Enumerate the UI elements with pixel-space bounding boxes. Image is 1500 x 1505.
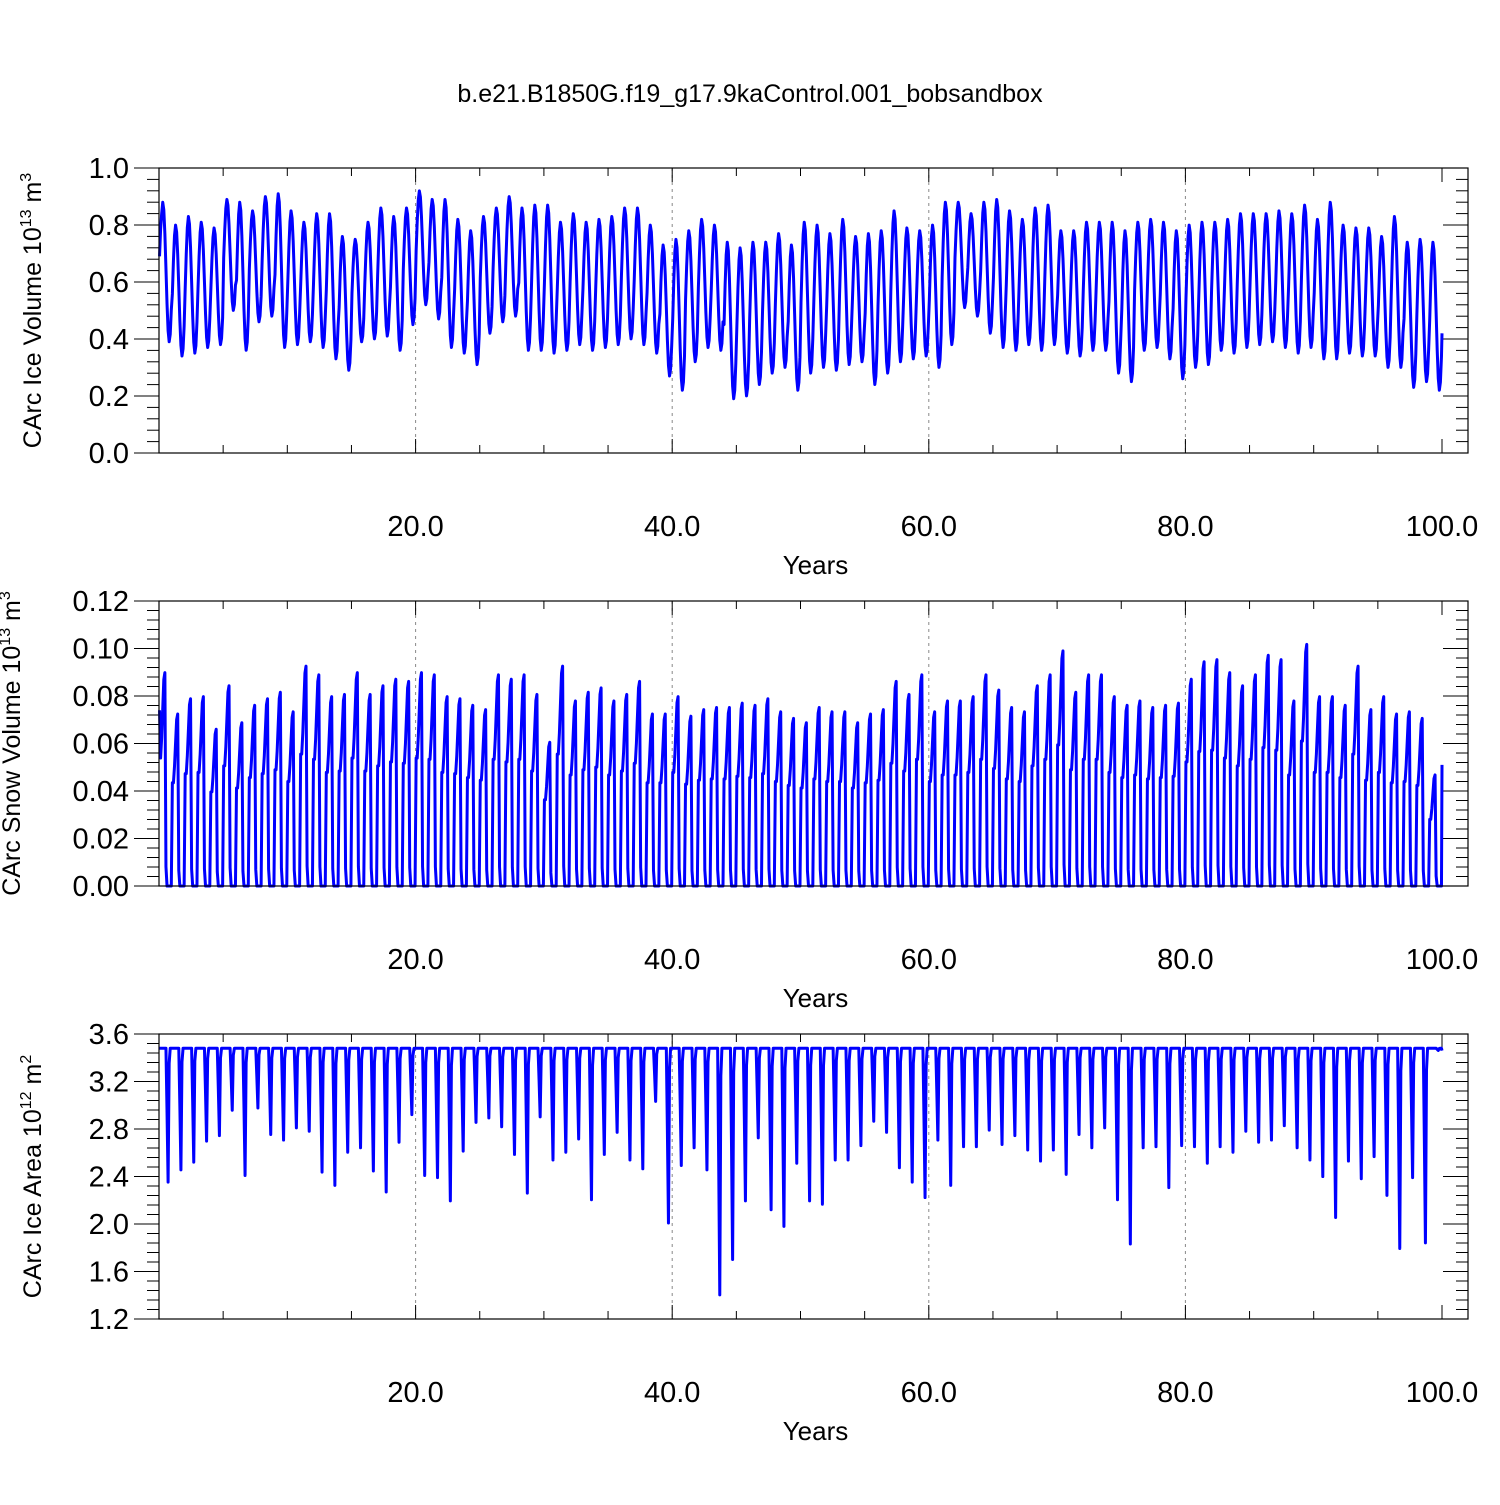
x-axis-label: Years (783, 983, 849, 1013)
y-tick-label: 0.8 (89, 210, 129, 242)
data-series-line (159, 1046, 1444, 1297)
x-tick-label: 60.0 (901, 944, 957, 976)
y-tick-label: 2.0 (89, 1209, 129, 1241)
y-tick-label: 2.4 (89, 1162, 129, 1194)
x-tick-label: 80.0 (1157, 1377, 1213, 1409)
y-tick-label: 0.02 (73, 824, 129, 856)
chart-panel-2: 0.00 0.02 0.04 0.06 0.08 0.10 0.12 20.0 40.0 60.0… (0, 586, 1478, 1013)
y-tick-label: 3.6 (89, 1019, 129, 1051)
y-tick-label: 1.6 (89, 1257, 129, 1289)
x-tick-label: 100.0 (1406, 511, 1479, 543)
chart-panel-1: 0.0 0.2 0.4 0.6 0.8 1.0 20.0 40.0 60.0 80.0 100.0 Y… (18, 153, 1478, 580)
y-axis-label: CArc Ice Area 1012 m2 (18, 1055, 47, 1299)
chart-panel-3: 1.2 1.6 2.0 2.4 2.8 3.2 3.6 20.0 40.0 60.0 80.0 100… (18, 1019, 1478, 1446)
y-tick-label: 0.4 (89, 324, 129, 356)
x-axis-label: Years (783, 550, 849, 580)
plot-frame (158, 167, 1469, 454)
x-tick-label: 100.0 (1406, 944, 1479, 976)
y-tick-label: 0.08 (73, 681, 129, 713)
y-tick-label: 0.00 (73, 871, 129, 903)
y-tick-label: 0.12 (73, 586, 129, 618)
x-tick-label: 40.0 (644, 511, 700, 543)
x-axis-label: Years (783, 1416, 849, 1446)
y-tick-label: 1.2 (89, 1304, 129, 1336)
y-tick-label: 1.0 (89, 153, 129, 185)
x-tick-label: 20.0 (387, 944, 443, 976)
x-tick-label: 20.0 (387, 511, 443, 543)
plot-frame (158, 1033, 1469, 1320)
x-tick-label: 60.0 (901, 1377, 957, 1409)
x-tick-label: 80.0 (1157, 944, 1213, 976)
x-tick-label: 80.0 (1157, 511, 1213, 543)
y-tick-label: 0.6 (89, 267, 129, 299)
y-axis-label: CArc Ice Volume 1013 m3 (18, 173, 47, 449)
x-tick-label: 40.0 (644, 944, 700, 976)
x-tick-label: 100.0 (1406, 1377, 1479, 1409)
x-tick-label: 20.0 (387, 1377, 443, 1409)
y-tick-label: 3.2 (89, 1067, 129, 1099)
y-tick-label: 0.04 (73, 776, 129, 808)
y-tick-label: 0.2 (89, 381, 129, 413)
data-series-line (158, 642, 1444, 888)
x-tick-label: 60.0 (901, 511, 957, 543)
y-tick-label: 0.10 (73, 634, 129, 666)
y-tick-label: 0.06 (73, 729, 129, 761)
y-tick-label: 0.0 (89, 438, 129, 470)
y-tick-label: 2.8 (89, 1114, 129, 1146)
figure-title: b.e21.B1850G.f19_g17.9kaControl.001_bobs… (457, 80, 1043, 108)
data-series-line (158, 189, 1444, 401)
plot-frame (158, 600, 1469, 887)
x-tick-label: 40.0 (644, 1377, 700, 1409)
y-axis-label: CArc Snow Volume 1013 m3 (0, 591, 26, 896)
